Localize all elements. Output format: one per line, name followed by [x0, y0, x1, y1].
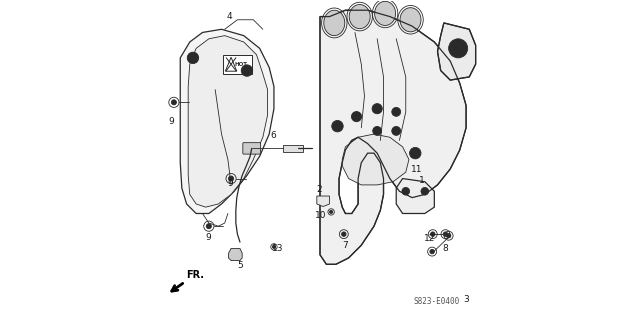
- Polygon shape: [342, 134, 409, 185]
- Circle shape: [342, 232, 346, 236]
- Text: HOT: HOT: [235, 62, 248, 67]
- Circle shape: [431, 232, 435, 236]
- Circle shape: [206, 224, 211, 229]
- Text: 10: 10: [315, 211, 326, 219]
- Text: S823-E0400: S823-E0400: [413, 297, 460, 306]
- Text: FR.: FR.: [187, 270, 205, 280]
- Circle shape: [447, 234, 451, 238]
- Circle shape: [228, 176, 234, 181]
- Circle shape: [372, 126, 381, 135]
- Ellipse shape: [324, 10, 345, 36]
- Text: 8: 8: [443, 244, 449, 253]
- Polygon shape: [228, 249, 242, 261]
- Circle shape: [241, 65, 253, 76]
- Polygon shape: [396, 179, 435, 213]
- Text: 9: 9: [228, 179, 234, 188]
- Text: 13: 13: [273, 244, 284, 253]
- Circle shape: [444, 232, 447, 236]
- Ellipse shape: [374, 1, 396, 26]
- Circle shape: [332, 121, 343, 132]
- Text: 6: 6: [270, 131, 276, 140]
- Circle shape: [351, 112, 362, 122]
- Text: 1: 1: [419, 176, 424, 185]
- Circle shape: [330, 210, 333, 213]
- Ellipse shape: [349, 4, 370, 29]
- Circle shape: [421, 188, 429, 195]
- Text: 9: 9: [168, 117, 174, 126]
- FancyBboxPatch shape: [223, 55, 252, 74]
- Polygon shape: [317, 196, 330, 206]
- Circle shape: [172, 100, 177, 105]
- Text: 12: 12: [424, 234, 435, 243]
- Circle shape: [392, 108, 401, 116]
- Text: 9: 9: [205, 233, 211, 242]
- Text: 5: 5: [237, 261, 243, 271]
- Circle shape: [430, 249, 435, 254]
- Circle shape: [372, 104, 382, 114]
- Polygon shape: [188, 36, 268, 207]
- Circle shape: [402, 188, 410, 195]
- Circle shape: [449, 39, 468, 58]
- Ellipse shape: [400, 8, 421, 32]
- FancyBboxPatch shape: [243, 143, 260, 154]
- Polygon shape: [180, 29, 274, 213]
- Text: 7: 7: [342, 241, 348, 250]
- Circle shape: [188, 52, 198, 63]
- Polygon shape: [438, 23, 476, 80]
- Circle shape: [410, 147, 421, 159]
- Text: 11: 11: [410, 165, 422, 174]
- Text: 3: 3: [463, 295, 469, 304]
- Text: 4: 4: [227, 12, 232, 21]
- Circle shape: [392, 126, 401, 135]
- Circle shape: [273, 245, 276, 249]
- Polygon shape: [320, 10, 466, 264]
- Text: 2: 2: [317, 185, 322, 194]
- FancyBboxPatch shape: [284, 145, 303, 152]
